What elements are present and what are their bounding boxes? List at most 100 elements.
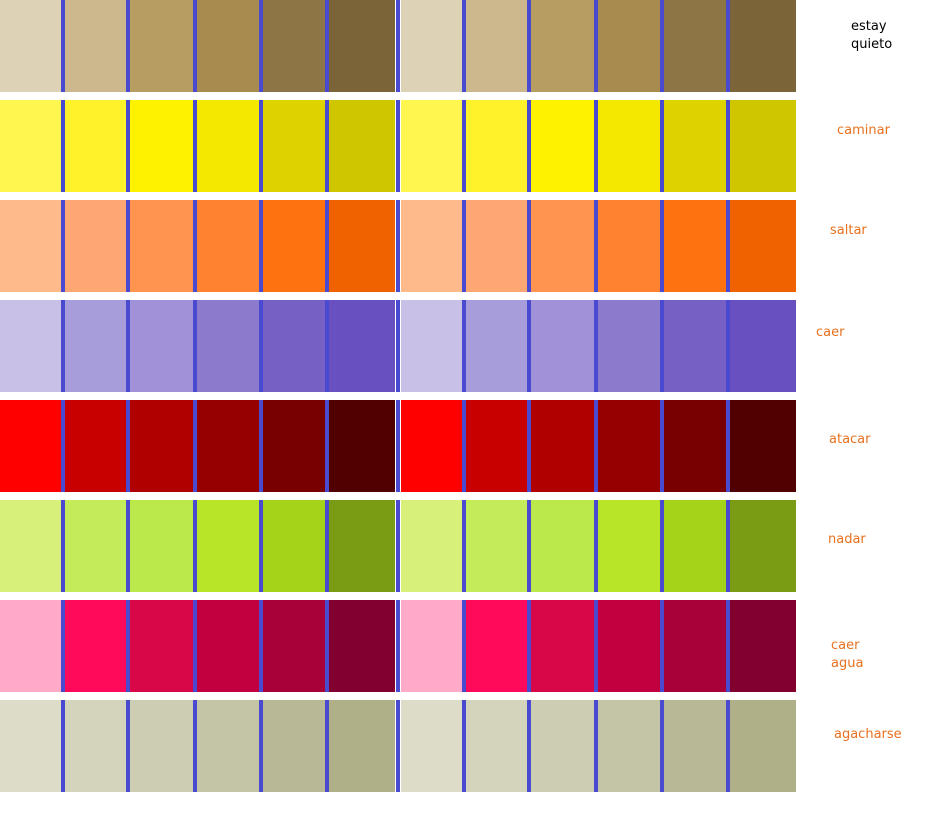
palette-half-right — [401, 0, 797, 92]
palette-half-left — [0, 500, 396, 592]
swatch-separator — [527, 700, 532, 792]
color-swatch — [328, 300, 396, 392]
swatch-separator — [258, 600, 263, 692]
palette-row-8 — [0, 700, 797, 792]
color-swatch — [328, 600, 396, 692]
swatch-separator — [725, 500, 730, 592]
row-label: caer — [816, 325, 845, 340]
color-swatch — [531, 500, 594, 592]
palette-half-left — [0, 200, 396, 292]
swatch-separator — [659, 200, 664, 292]
swatch-separator — [659, 100, 664, 192]
color-swatch — [0, 600, 62, 692]
color-swatch — [262, 300, 325, 392]
palette-half-right — [401, 100, 797, 192]
swatch-separator — [462, 700, 467, 792]
palette-half-left — [0, 600, 396, 692]
swatch-separator — [324, 300, 329, 392]
palette-row-4 — [0, 300, 797, 392]
half-gap — [395, 700, 401, 792]
color-swatch — [663, 700, 726, 792]
swatch-separator — [61, 700, 66, 792]
color-swatch — [663, 100, 726, 192]
swatch-separator — [462, 600, 467, 692]
color-swatch — [663, 300, 726, 392]
color-swatch — [597, 600, 660, 692]
swatch-separator — [126, 600, 131, 692]
swatch-separator — [659, 300, 664, 392]
palette-half-right — [401, 500, 797, 592]
swatch-separator — [527, 400, 532, 492]
swatch-separator — [593, 200, 598, 292]
color-swatch — [130, 100, 193, 192]
palette-row-5 — [0, 400, 797, 492]
color-swatch — [130, 0, 193, 92]
half-divider — [396, 100, 400, 192]
color-swatch — [466, 300, 528, 392]
color-swatch — [262, 700, 325, 792]
color-swatch — [196, 200, 259, 292]
color-swatch — [65, 600, 127, 692]
color-swatch — [531, 300, 594, 392]
half-gap — [395, 300, 401, 392]
color-swatch — [729, 700, 797, 792]
color-swatch — [196, 600, 259, 692]
color-swatch — [196, 0, 259, 92]
swatch-separator — [462, 100, 467, 192]
palette-row-6 — [0, 500, 797, 592]
palette-row-1 — [0, 0, 797, 92]
color-swatch — [663, 500, 726, 592]
color-swatch — [466, 200, 528, 292]
color-swatch — [65, 400, 127, 492]
swatch-separator — [527, 200, 532, 292]
swatch-separator — [258, 100, 263, 192]
palette-row-3 — [0, 200, 797, 292]
swatch-separator — [725, 200, 730, 292]
color-swatch — [663, 400, 726, 492]
swatch-separator — [192, 400, 197, 492]
swatch-separator — [527, 100, 532, 192]
swatch-separator — [527, 300, 532, 392]
color-swatch — [466, 500, 528, 592]
half-gap — [395, 400, 401, 492]
palette-half-left — [0, 100, 396, 192]
swatch-separator — [258, 500, 263, 592]
color-swatch — [401, 600, 463, 692]
color-swatch — [328, 100, 396, 192]
row-label: saltar — [830, 223, 867, 238]
color-swatch — [130, 600, 193, 692]
row-label: nadar — [828, 532, 866, 547]
color-swatch — [729, 100, 797, 192]
color-swatch — [531, 0, 594, 92]
color-swatch — [531, 200, 594, 292]
color-swatch — [401, 500, 463, 592]
half-gap — [395, 200, 401, 292]
palette-half-left — [0, 0, 396, 92]
swatch-separator — [725, 700, 730, 792]
color-swatch — [130, 300, 193, 392]
row-label: atacar — [829, 432, 871, 447]
color-swatch — [0, 100, 62, 192]
color-swatch — [729, 0, 797, 92]
swatch-separator — [324, 500, 329, 592]
swatch-separator — [659, 500, 664, 592]
swatch-separator — [725, 600, 730, 692]
swatch-separator — [61, 100, 66, 192]
color-swatch — [466, 400, 528, 492]
half-divider — [396, 300, 400, 392]
swatch-separator — [462, 0, 467, 92]
color-swatch — [130, 400, 193, 492]
color-swatch — [65, 500, 127, 592]
half-divider — [396, 500, 400, 592]
color-swatch — [196, 400, 259, 492]
color-swatch — [597, 200, 660, 292]
swatch-separator — [126, 100, 131, 192]
palette-half-right — [401, 700, 797, 792]
swatch-separator — [659, 700, 664, 792]
color-swatch — [466, 0, 528, 92]
color-swatch — [729, 300, 797, 392]
swatch-separator — [527, 500, 532, 592]
color-swatch — [262, 0, 325, 92]
color-swatch — [328, 200, 396, 292]
swatch-separator — [126, 400, 131, 492]
